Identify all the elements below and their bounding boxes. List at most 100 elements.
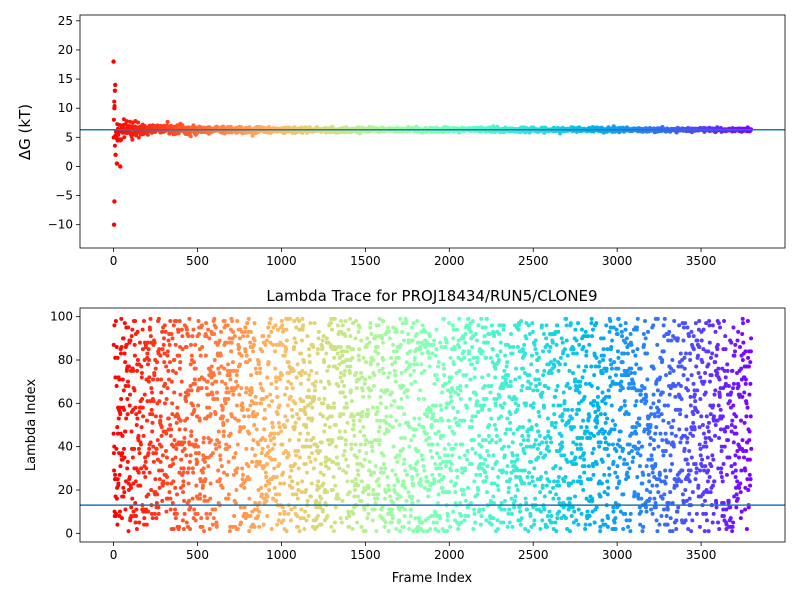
- lambda-point: [542, 405, 547, 410]
- lambda-point: [462, 355, 467, 360]
- lambda-point: [184, 327, 189, 332]
- lambda-point: [313, 379, 318, 384]
- lambda-point: [308, 321, 313, 326]
- lambda-point: [611, 459, 616, 464]
- lambda-point: [528, 381, 533, 386]
- lambda-point: [510, 524, 515, 529]
- lambda-point: [454, 442, 458, 447]
- lambda-point: [568, 496, 573, 501]
- lambda-point: [589, 364, 594, 369]
- lambda-point: [461, 488, 466, 492]
- lambda-point: [371, 384, 376, 388]
- lambda-point: [398, 529, 403, 534]
- lambda-point: [606, 388, 611, 393]
- lambda-point: [120, 377, 125, 382]
- lambda-point: [452, 431, 457, 436]
- lambda-point: [119, 316, 124, 321]
- lambda-point: [619, 329, 624, 334]
- lambda-point: [156, 511, 161, 516]
- lambda-point: [334, 444, 339, 449]
- lambda-point: [248, 340, 253, 345]
- lambda-point: [304, 425, 309, 430]
- lambda-point: [207, 405, 212, 410]
- lambda-point: [133, 501, 138, 505]
- lambda-point: [479, 455, 484, 460]
- lambda-point: [343, 438, 348, 443]
- lambda-point: [407, 425, 412, 430]
- delta-g-point: [111, 59, 116, 64]
- lambda-point: [407, 444, 412, 449]
- lambda-point: [467, 358, 472, 362]
- lambda-point: [467, 349, 472, 354]
- lambda-point: [485, 490, 490, 495]
- lambda-point: [232, 334, 237, 339]
- lambda-point: [621, 527, 626, 531]
- lambda-point: [144, 466, 149, 471]
- lambda-point: [582, 464, 587, 469]
- lambda-point: [600, 371, 605, 375]
- lambda-point: [600, 459, 605, 464]
- lambda-point: [201, 440, 206, 445]
- lambda-point: [277, 492, 282, 497]
- lambda-point: [549, 520, 554, 525]
- lambda-point: [173, 485, 178, 490]
- lambda-point: [151, 377, 156, 382]
- lambda-point: [345, 349, 350, 354]
- lambda-point: [401, 384, 406, 388]
- lambda-point: [378, 418, 383, 423]
- lambda-point: [514, 483, 519, 488]
- lambda-point: [447, 379, 452, 384]
- lambda-point: [345, 420, 350, 425]
- lambda-point: [343, 442, 348, 447]
- lambda-point: [546, 386, 551, 391]
- lambda-point: [362, 433, 367, 438]
- lambda-point: [569, 416, 574, 421]
- lambda-point: [508, 379, 513, 384]
- lambda-point: [135, 368, 140, 373]
- lambda-point: [510, 440, 515, 445]
- lambda-point: [142, 392, 147, 397]
- lambda-point: [622, 457, 627, 462]
- lambda-point: [430, 442, 435, 447]
- lambda-point: [483, 438, 488, 443]
- lambda-point: [226, 459, 231, 464]
- lambda-point: [125, 412, 130, 417]
- lambda-point: [553, 425, 558, 430]
- lambda-point: [169, 427, 174, 432]
- lambda-point: [604, 323, 609, 328]
- lambda-point: [383, 520, 388, 525]
- lambda-point: [579, 327, 584, 332]
- lambda-point: [165, 386, 170, 391]
- lambda-point: [434, 520, 439, 525]
- lambda-point: [607, 329, 612, 334]
- lambda-point: [216, 468, 221, 473]
- lambda-point: [306, 377, 311, 382]
- lambda-point: [539, 323, 544, 328]
- lambda-point: [177, 366, 182, 371]
- lambda-point: [152, 373, 157, 378]
- lambda-point: [353, 336, 358, 341]
- lambda-point: [585, 509, 590, 514]
- lambda-point: [396, 355, 401, 360]
- lambda-point: [427, 364, 432, 369]
- lambda-point: [487, 407, 492, 412]
- lambda-point: [283, 414, 288, 419]
- lambda-point: [207, 336, 212, 341]
- lambda-point: [167, 342, 172, 347]
- lambda-point: [172, 438, 177, 443]
- lambda-point: [537, 381, 542, 386]
- lambda-point: [369, 388, 374, 393]
- lambda-point: [533, 438, 538, 443]
- lambda-point: [582, 470, 587, 475]
- lambda-point: [191, 327, 196, 332]
- lambda-point: [390, 507, 395, 512]
- lambda-point: [554, 388, 559, 393]
- lambda-point: [324, 336, 329, 341]
- lambda-point: [375, 345, 380, 349]
- lambda-point: [494, 440, 499, 445]
- lambda-point: [268, 316, 273, 321]
- lambda-point: [308, 459, 313, 464]
- lambda-point: [241, 425, 246, 430]
- lambda-point: [495, 483, 500, 488]
- lambda-point: [572, 425, 577, 430]
